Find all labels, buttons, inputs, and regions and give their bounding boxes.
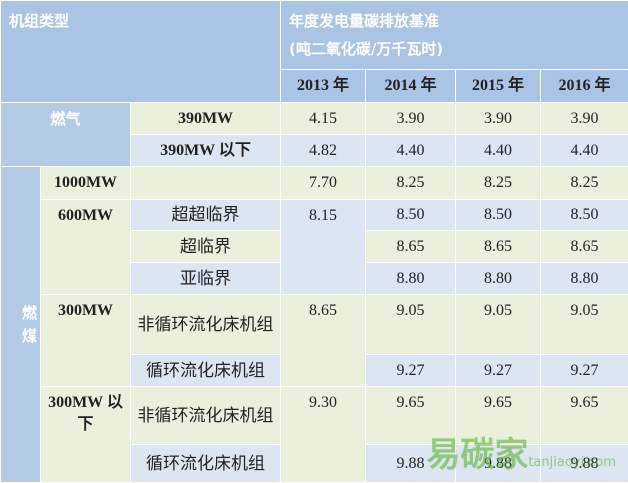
value: 3.90 — [541, 103, 628, 135]
unit-label: 600MW — [41, 200, 131, 295]
value: 8.80 — [366, 263, 456, 295]
subtype: 循环流化床机组 — [131, 355, 281, 387]
value: 9.05 — [366, 295, 456, 355]
value: 4.40 — [456, 135, 541, 167]
value: 9.30 — [281, 387, 366, 483]
value: 8.80 — [456, 263, 541, 295]
value: 4.40 — [366, 135, 456, 167]
watermark-brand: 易碳家 — [426, 435, 528, 475]
value: 9.27 — [366, 355, 456, 387]
value: 9.05 — [541, 295, 628, 355]
value: 9.05 — [456, 295, 541, 355]
value: 4.82 — [281, 135, 366, 167]
watermark: 易碳家tanjiaoyi.com — [426, 427, 616, 476]
value: 9.27 — [456, 355, 541, 387]
year-header: 2016 年 — [541, 70, 628, 103]
unit-label: 300MW 以下 — [41, 387, 131, 483]
value: 9.27 — [541, 355, 628, 387]
year-header: 2013 年 — [281, 70, 366, 103]
value: 3.90 — [366, 103, 456, 135]
subtype: 非循环流化床机组 — [131, 295, 281, 355]
value: 8.25 — [456, 167, 541, 200]
subtype: 超临界 — [131, 231, 281, 263]
value: 8.50 — [541, 200, 628, 231]
value: 7.70 — [281, 167, 366, 200]
value: 8.50 — [366, 200, 456, 231]
value: 8.15 — [281, 200, 366, 295]
subtype: 390MW — [131, 103, 281, 135]
value: 8.25 — [541, 167, 628, 200]
watermark-domain: .com — [584, 455, 616, 470]
value: 8.50 — [456, 200, 541, 231]
value: 8.65 — [366, 231, 456, 263]
unit-label: 300MW — [41, 295, 131, 387]
subtype: 390MW 以下 — [131, 135, 281, 167]
title: 年度发电量碳排放基准 — [289, 12, 439, 30]
value: 8.80 — [541, 263, 628, 295]
year-header: 2014 年 — [366, 70, 456, 103]
subtype: 亚临界 — [131, 263, 281, 295]
value: 8.65 — [456, 231, 541, 263]
unit: (吨二氧化碳/万千瓦时) — [289, 40, 443, 58]
value: 8.25 — [366, 167, 456, 200]
subtype: 非循环流化床机组 — [131, 387, 281, 445]
value: 8.65 — [281, 295, 366, 387]
header-row: 机组类型 年度发电量碳排放基准(吨二氧化碳/万千瓦时) — [1, 1, 628, 70]
value: 3.90 — [456, 103, 541, 135]
year-header: 2015 年 — [456, 70, 541, 103]
unit-label: 1000MW — [41, 167, 131, 200]
value: 4.15 — [281, 103, 366, 135]
subtype: 超超临界 — [131, 200, 281, 231]
watermark-site: tanjiaoyi — [528, 455, 584, 470]
empty-cell — [131, 167, 281, 200]
title-header: 年度发电量碳排放基准 (吨二氧化碳/万千瓦时) — [281, 1, 628, 70]
value: 4.40 — [541, 135, 628, 167]
group-label: 燃气 — [1, 103, 131, 167]
value: 8.65 — [541, 231, 628, 263]
subtype: 循环流化床机组 — [131, 445, 281, 483]
group-label: 燃煤 — [1, 167, 41, 483]
type-header: 机组类型 — [1, 1, 281, 103]
